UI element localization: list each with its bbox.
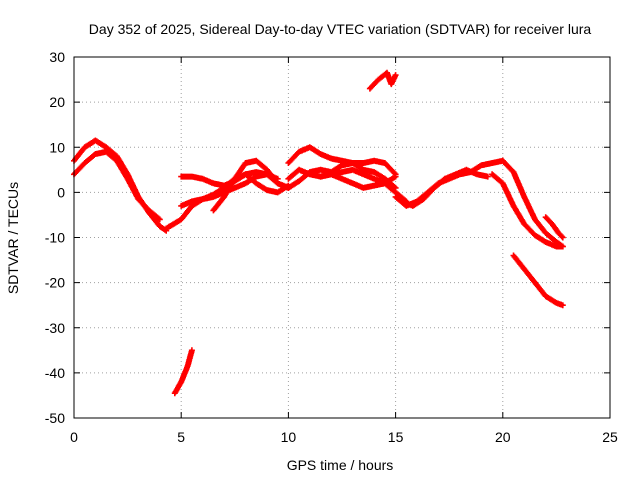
data-series-track-11 [366, 69, 399, 92]
data-series-track-13 [399, 166, 491, 209]
y-tick-label: -20 [45, 275, 65, 291]
data-points [489, 171, 566, 250]
data-points [499, 157, 566, 250]
x-tick-label: 20 [495, 429, 511, 445]
y-tick-label: 30 [49, 49, 65, 65]
x-tick-label: 25 [602, 429, 618, 445]
y-tick-label: 10 [49, 139, 65, 155]
grid-layer [74, 57, 610, 418]
data-series-track-10 [317, 171, 399, 191]
data-series-track-16 [542, 214, 566, 241]
data-series-track-18 [171, 347, 195, 397]
tick-layer: -50 -40 -30 -20 -10 0 10 20 30 0 5 10 15 20 25 [45, 49, 618, 445]
x-tick-label: 10 [281, 429, 297, 445]
y-tick-label: 20 [49, 94, 65, 110]
x-tick-label: 5 [177, 429, 185, 445]
data-points [510, 252, 566, 309]
y-tick-label: -30 [45, 320, 65, 336]
data-points [399, 166, 491, 209]
data-points [210, 157, 292, 214]
y-tick-label: -10 [45, 230, 65, 246]
data-points [317, 171, 399, 191]
y-axis-label: SDTVAR / TECUs [5, 182, 21, 294]
data-points [171, 347, 195, 397]
data-series-track-17 [510, 252, 566, 309]
x-tick-label: 0 [70, 429, 78, 445]
y-tick-label: -50 [45, 410, 65, 426]
data-points [542, 214, 566, 241]
x-axis-label: GPS time / hours [287, 457, 394, 473]
data-series-track-15 [489, 171, 566, 250]
chart-title: Day 352 of 2025, Sidereal Day-to-day VTE… [89, 21, 592, 37]
y-tick-label: 0 [57, 184, 65, 200]
y-tick-label: -40 [45, 365, 65, 381]
data-series-track-6 [210, 157, 292, 214]
x-tick-label: 15 [388, 429, 404, 445]
data-points [366, 69, 399, 92]
data-series-track-14 [499, 157, 566, 250]
